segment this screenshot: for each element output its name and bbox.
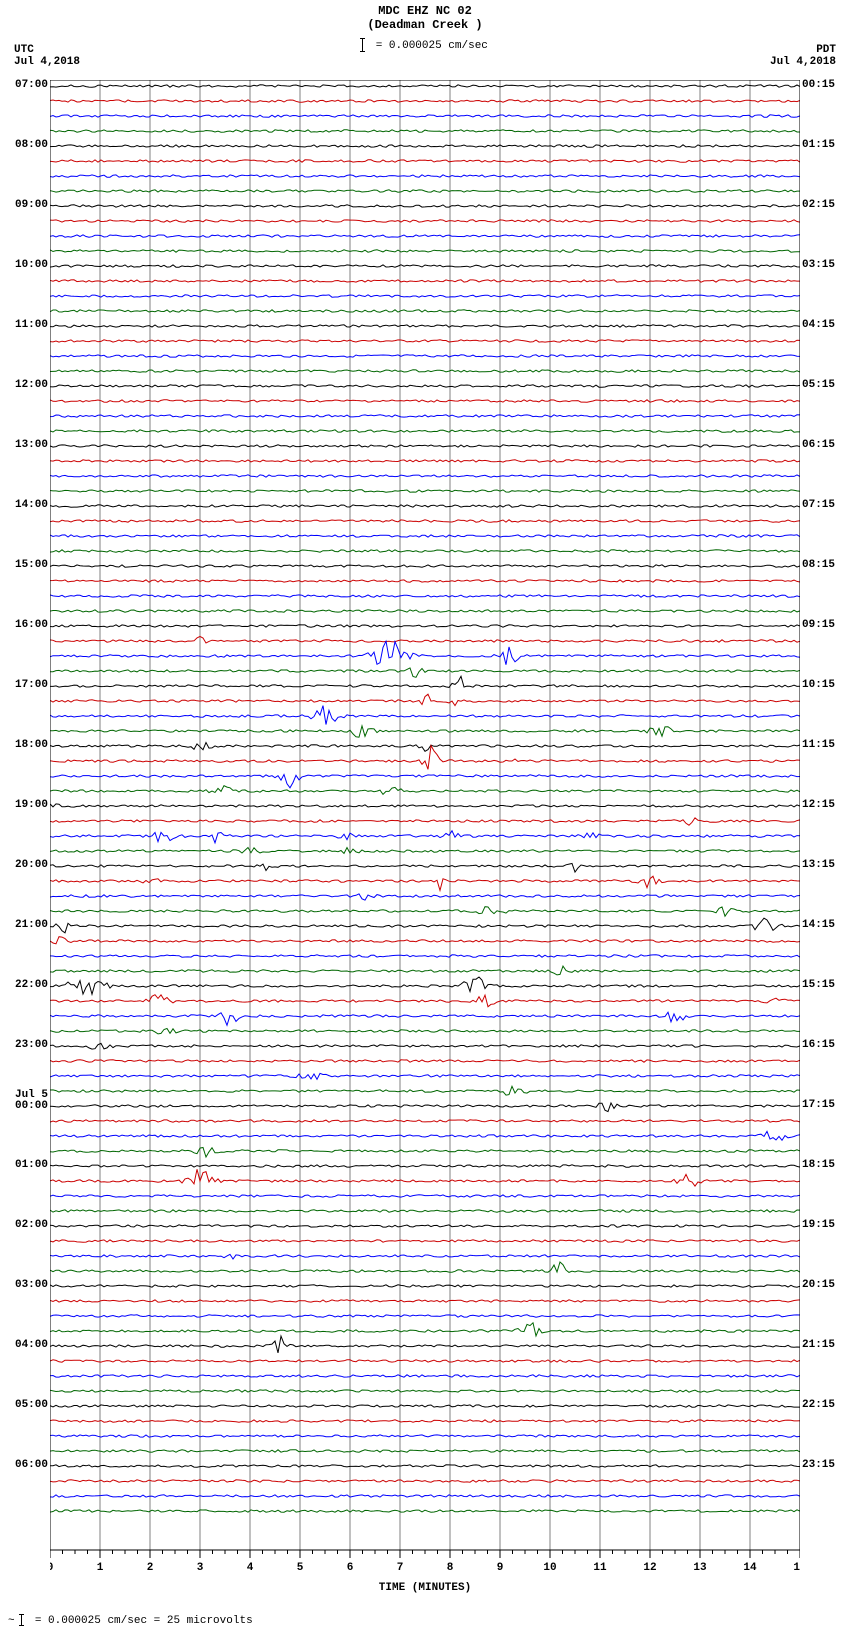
svg-text:2: 2 [147,1562,154,1574]
svg-text:14: 14 [743,1562,757,1574]
time-label: 14:15 [802,920,846,931]
time-label: 06:00 [4,1460,48,1471]
tz-left-label: UTC [14,44,80,56]
time-label: 17:15 [802,1100,846,1111]
time-label: 16:15 [802,1040,846,1051]
time-label: 16:00 [4,620,48,631]
time-label: 22:15 [802,1400,846,1411]
tz-right-date: Jul 4,2018 [770,56,836,68]
time-label: 13:15 [802,860,846,871]
svg-text:7: 7 [397,1562,404,1574]
time-label: 08:15 [802,560,846,571]
svg-text:6: 6 [347,1562,354,1574]
timezone-left: UTC Jul 4,2018 [14,44,80,68]
svg-text:0: 0 [50,1562,53,1574]
time-label: 01:15 [802,140,846,151]
svg-text:8: 8 [447,1562,454,1574]
time-label: 13:00 [4,440,48,451]
scale-bar-icon [362,38,363,52]
time-label: 10:00 [4,260,48,271]
station-name: (Deadman Creek ) [0,18,850,32]
time-label: 04:00 [4,1340,48,1351]
svg-text:15: 15 [793,1562,800,1574]
header: MDC EHZ NC 02 (Deadman Creek ) UTC Jul 4… [0,0,850,80]
time-label: 18:00 [4,740,48,751]
seismogram-page: MDC EHZ NC 02 (Deadman Creek ) UTC Jul 4… [0,0,850,1627]
time-label: 15:15 [802,980,846,991]
seismogram-plot: 0123456789101112131415 [50,80,800,1580]
scale-text: = 0.000025 cm/sec [376,40,488,52]
header-scale: = 0.000025 cm/sec [0,38,850,52]
time-label: 03:15 [802,260,846,271]
time-label: 02:00 [4,1220,48,1231]
svg-text:3: 3 [197,1562,204,1574]
plot-area: 07:0008:0009:0010:0011:0012:0013:0014:00… [50,80,800,1594]
time-label: 09:00 [4,200,48,211]
time-label: 02:15 [802,200,846,211]
time-label: 04:15 [802,320,846,331]
svg-text:4: 4 [247,1562,254,1574]
time-label: 01:00 [4,1160,48,1171]
svg-text:10: 10 [543,1562,556,1574]
time-label: 22:00 [4,980,48,991]
station-id: MDC EHZ NC 02 [0,4,850,18]
footer-prefix: ~ [8,1615,15,1627]
time-label: 23:15 [802,1460,846,1471]
time-label: 07:15 [802,500,846,511]
time-label: 06:15 [802,440,846,451]
svg-text:1: 1 [97,1562,104,1574]
time-label: 19:00 [4,800,48,811]
time-label: 21:00 [4,920,48,931]
time-label: 21:15 [802,1340,846,1351]
time-label: 23:00 [4,1040,48,1051]
time-label: 05:00 [4,1400,48,1411]
xaxis-label: TIME (MINUTES) [50,1582,800,1594]
time-label: 12:15 [802,800,846,811]
tz-left-date: Jul 4,2018 [14,56,80,68]
footer-scale: ~ = 0.000025 cm/sec = 25 microvolts [8,1614,850,1627]
time-label: 18:15 [802,1160,846,1171]
time-label: 20:15 [802,1280,846,1291]
time-label: 03:00 [4,1280,48,1291]
time-label: Jul 500:00 [4,1090,48,1112]
svg-text:12: 12 [643,1562,656,1574]
time-label: 07:00 [4,80,48,91]
time-label: 11:00 [4,320,48,331]
svg-text:13: 13 [693,1562,707,1574]
time-label: 08:00 [4,140,48,151]
svg-text:9: 9 [497,1562,504,1574]
timezone-right: PDT Jul 4,2018 [770,44,836,68]
tz-right-label: PDT [770,44,836,56]
time-label: 00:15 [802,80,846,91]
scale-bar-icon [21,1614,22,1626]
time-label: 15:00 [4,560,48,571]
svg-text:5: 5 [297,1562,304,1574]
time-label: 17:00 [4,680,48,691]
title-block: MDC EHZ NC 02 (Deadman Creek ) [0,0,850,32]
time-label: 14:00 [4,500,48,511]
footer-scale-text: = 0.000025 cm/sec = 25 microvolts [35,1615,253,1627]
time-label: 10:15 [802,680,846,691]
time-label: 09:15 [802,620,846,631]
time-label: 19:15 [802,1220,846,1231]
svg-text:11: 11 [593,1562,607,1574]
time-label: 05:15 [802,380,846,391]
time-label: 12:00 [4,380,48,391]
time-label: 11:15 [802,740,846,751]
time-label: 20:00 [4,860,48,871]
